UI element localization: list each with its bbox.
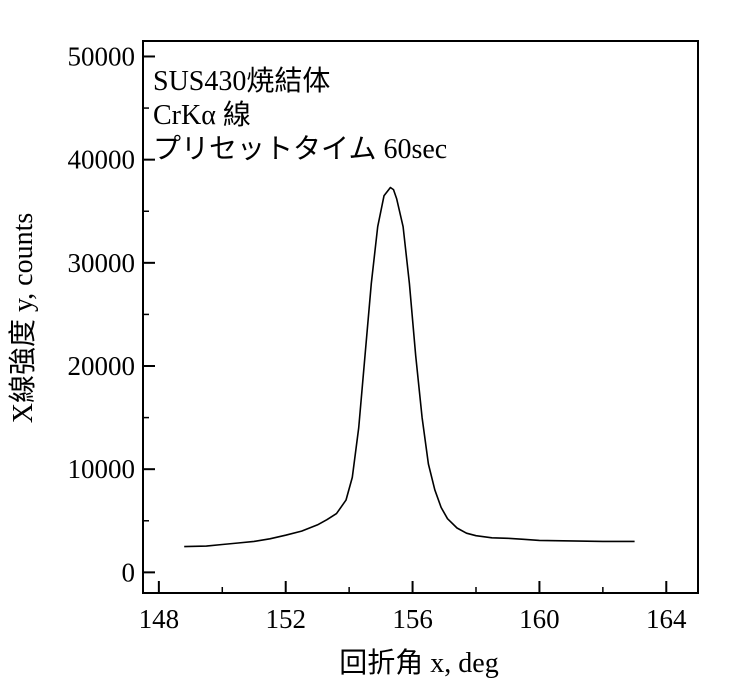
annotation-preset-time: プリセットタイム 60sec — [153, 134, 447, 165]
data-line — [184, 186, 635, 548]
y-tick-label: 20000 — [68, 351, 136, 381]
x-tick-label: 152 — [265, 604, 306, 634]
plot-frame — [142, 40, 699, 594]
x-tick-label: 160 — [519, 604, 560, 634]
y-tick-label: 50000 — [68, 41, 136, 71]
y-tick-label: 30000 — [68, 248, 136, 278]
annotation-radiation: CrKα 線 — [153, 99, 251, 131]
x-axis-title: 回折角 x, deg — [339, 647, 498, 679]
x-tick-label: 164 — [646, 604, 687, 634]
x-tick-label: 148 — [139, 604, 180, 634]
y-tick-label: 40000 — [68, 145, 136, 175]
x-tick-label: 156 — [392, 604, 433, 634]
tick-marks — [143, 55, 668, 593]
tick-labels: 148 152 156 160 164 0 10000 20000 30000 40000 5000… — [68, 41, 688, 634]
annotation-sample: SUS430焼結体 — [153, 65, 330, 97]
y-tick-label: 10000 — [68, 454, 136, 484]
y-axis-title: X線強度 y, counts — [7, 213, 39, 424]
y-tick-label: 0 — [122, 557, 136, 587]
